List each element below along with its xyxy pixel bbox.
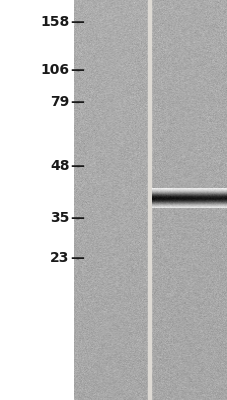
Text: —: — xyxy=(70,15,84,29)
Text: —: — xyxy=(70,251,84,265)
Text: 23: 23 xyxy=(50,251,69,265)
Text: —: — xyxy=(70,95,84,109)
Text: 106: 106 xyxy=(40,63,69,77)
Text: 48: 48 xyxy=(50,159,69,173)
Text: 35: 35 xyxy=(50,211,69,225)
Text: —: — xyxy=(70,211,84,225)
Bar xyxy=(147,0,150,400)
Text: —: — xyxy=(70,159,84,173)
Bar xyxy=(0,0,74,400)
Text: 79: 79 xyxy=(50,95,69,109)
Text: —: — xyxy=(70,63,84,77)
Text: 158: 158 xyxy=(40,15,69,29)
